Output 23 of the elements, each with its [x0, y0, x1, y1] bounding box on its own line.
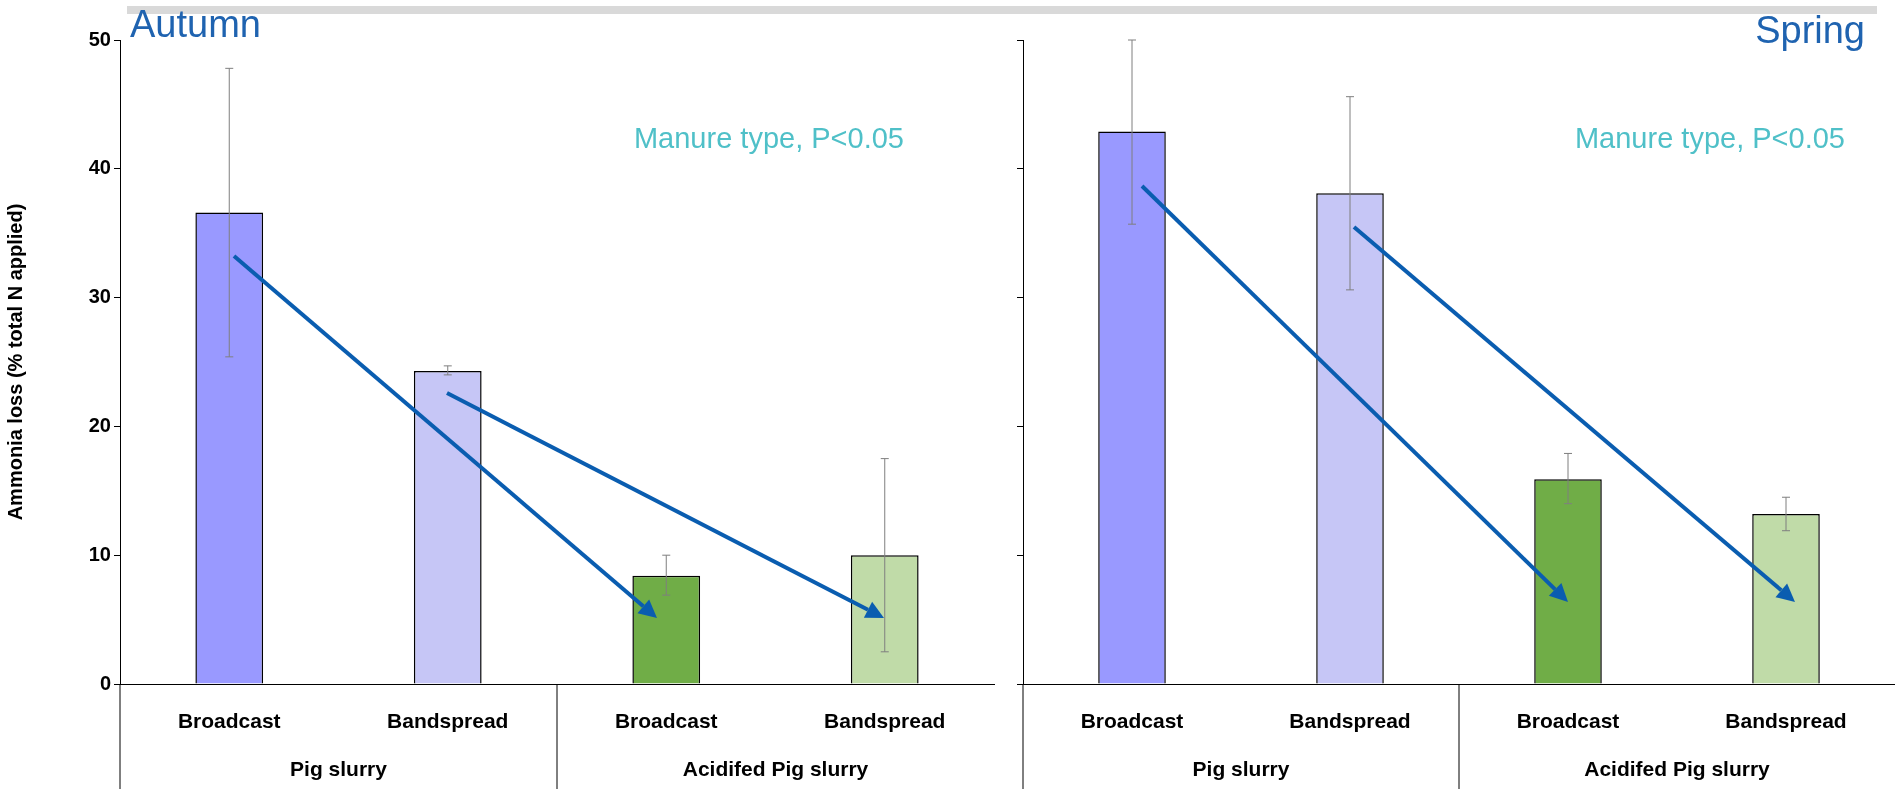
y-axis-title: Ammonia loss (% total N applied)	[3, 203, 26, 521]
text: Pig slurry	[290, 756, 388, 780]
x-tick-label: Broadcast	[1080, 709, 1184, 733]
y-tick-label: 20	[88, 413, 111, 436]
x-tick-label: Bandspread	[824, 709, 946, 733]
y-tick-label: 50	[88, 27, 111, 50]
x-tick-label: Broadcast	[614, 709, 718, 733]
x-tick-label: Bandspread	[1289, 709, 1411, 733]
chart-title: Autumn	[130, 3, 261, 46]
chart-title: Spring	[1755, 9, 1865, 52]
y-tick-label: 40	[88, 156, 111, 179]
x-tick-label: Broadcast	[177, 709, 281, 733]
y-tick-label: 30	[88, 285, 111, 308]
annotation: Manure type, P<0.05	[1574, 122, 1845, 154]
annotation: Manure type, P<0.05	[633, 122, 904, 154]
y-tick-label: 10	[88, 542, 111, 565]
text: Acidifed Pig slurry	[682, 756, 869, 780]
x-tick-label: Broadcast	[1516, 709, 1620, 733]
x-tick-label: Bandspread	[387, 709, 509, 733]
text: Pig slurry	[1192, 756, 1290, 780]
y-tick-label: 0	[99, 671, 111, 694]
x-tick-label: Bandspread	[1725, 709, 1847, 733]
text: Acidifed Pig slurry	[1584, 756, 1771, 780]
